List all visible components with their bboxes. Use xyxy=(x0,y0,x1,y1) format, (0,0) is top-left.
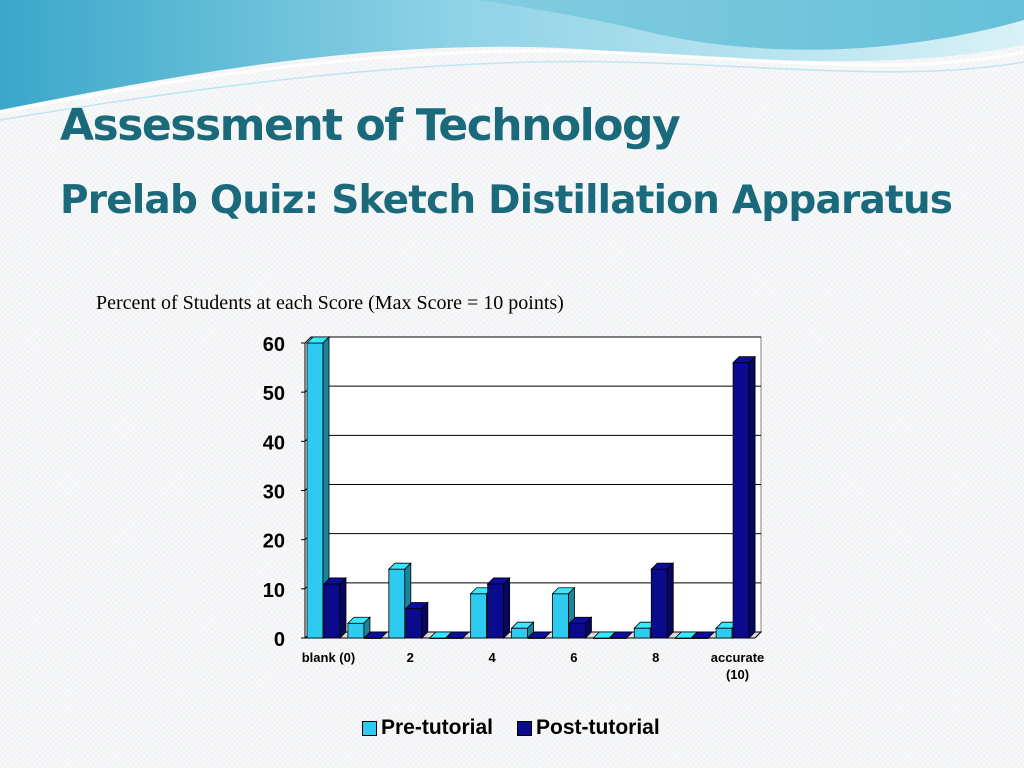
bar-post-tutorial-4-front xyxy=(487,583,505,639)
bar-post-tutorial-0-front xyxy=(323,583,341,639)
bar-post-tutorial-6-side xyxy=(585,616,592,639)
bar-post-tutorial-9-side xyxy=(707,631,715,639)
bar-post-tutorial-7 xyxy=(609,631,634,639)
bar-post-tutorial-8-side xyxy=(666,562,674,639)
bar-post-tutorial-6 xyxy=(568,616,593,639)
bar-pre-tutorial-1-front xyxy=(347,622,365,639)
bar-pre-tutorial-0 xyxy=(306,336,330,639)
legend-swatch-pre-tutorial xyxy=(362,720,377,736)
bar-post-tutorial-1 xyxy=(363,631,388,639)
bar-post-tutorial-5 xyxy=(527,631,552,639)
y-tick-label-20: 20 xyxy=(263,531,285,553)
y-tick-label-50: 50 xyxy=(263,383,285,405)
bar-pre-tutorial-0-front xyxy=(306,342,324,639)
bar-post-tutorial-2-side xyxy=(421,601,429,639)
chart-title: Percent of Students at each Score (Max S… xyxy=(96,292,564,314)
bar-post-tutorial-2 xyxy=(404,601,429,639)
chart-labels: 0 10 20 30 40 50 60 blank (0) 2 4 6 8 accurate (10) xyxy=(263,334,765,682)
bar-post-tutorial-4 xyxy=(486,576,511,639)
slide-title: Assessment of Technology xyxy=(60,100,681,151)
x-tick-label-0: blank (0) xyxy=(302,650,355,665)
bar-post-tutorial-8 xyxy=(650,562,675,639)
bar-pre-tutorial-4-front xyxy=(470,593,488,639)
x-tick-label-2: 2 xyxy=(407,650,414,665)
bar-post-tutorial-10-side xyxy=(748,355,756,639)
bar-pre-tutorial-2-front xyxy=(388,568,406,639)
chart-bars xyxy=(306,336,757,639)
x-tick-label-6: 6 xyxy=(570,650,577,665)
y-tick-label-40: 40 xyxy=(263,432,285,454)
bar-post-tutorial-4-side xyxy=(503,576,511,639)
bar-pre-tutorial-8-front xyxy=(633,627,651,639)
y-tick-label-30: 30 xyxy=(263,482,285,504)
legend-label-post-tutorial: Post-tutorial xyxy=(536,716,660,739)
bar-pre-tutorial-5-side xyxy=(527,621,534,639)
x-tick-label-8: 8 xyxy=(652,650,659,665)
bar-post-tutorial-3 xyxy=(445,631,470,639)
y-tick-label-0: 0 xyxy=(274,629,285,651)
bar-pre-tutorial-7-side xyxy=(609,631,616,639)
bar-pre-tutorial-3-side xyxy=(445,631,453,639)
bar-post-tutorial-5-side xyxy=(544,631,551,639)
legend-label-pre-tutorial: Pre-tutorial xyxy=(381,716,494,739)
legend-item-pre-tutorial: Pre-tutorial xyxy=(362,716,493,740)
bar-post-tutorial-6-front xyxy=(569,622,586,639)
bar-pre-tutorial-7 xyxy=(592,631,617,639)
bar-pre-tutorial-6-front xyxy=(552,593,569,639)
bar-post-tutorial-2-front xyxy=(405,608,423,639)
y-tick-label-60: 60 xyxy=(263,334,285,356)
legend-item-post-tutorial: Post-tutorial xyxy=(517,716,660,740)
bar-post-tutorial-7-side xyxy=(626,631,633,639)
bar-post-tutorial-10 xyxy=(732,355,757,639)
slide-subtitle: Prelab Quiz: Sketch Distillation Apparat… xyxy=(60,178,953,223)
chart-legend: Pre-tutorial Post-tutorial xyxy=(362,716,684,740)
bar-post-tutorial-3-side xyxy=(462,631,470,639)
x-tick-label-4: 4 xyxy=(488,650,496,665)
bar-post-tutorial-1-side xyxy=(380,631,388,639)
bar-pre-tutorial-9-side xyxy=(690,631,698,639)
x-tick-label-10: accurate (10) xyxy=(711,650,764,682)
bar-pre-tutorial-1 xyxy=(346,616,371,639)
bar-pre-tutorial-1-side xyxy=(363,616,371,639)
y-tick-label-10: 10 xyxy=(263,580,285,602)
chart-gridlines xyxy=(304,336,762,638)
bar-post-tutorial-8-front xyxy=(650,568,668,639)
bar-pre-tutorial-9 xyxy=(674,631,699,639)
bar-post-tutorial-10-front xyxy=(732,362,750,639)
bar-post-tutorial-0-side xyxy=(339,576,347,639)
bar-pre-tutorial-10-front xyxy=(715,627,733,639)
gridline-60 xyxy=(304,336,761,344)
bar-pre-tutorial-3 xyxy=(428,631,453,639)
bar-pre-tutorial-5 xyxy=(510,621,535,639)
legend-swatch-post-tutorial xyxy=(517,720,533,736)
header-wave-decoration xyxy=(0,0,1024,121)
bar-pre-tutorial-5-front xyxy=(511,627,528,639)
bar-post-tutorial-9 xyxy=(691,631,716,639)
bar-post-tutorial-0 xyxy=(323,576,347,639)
